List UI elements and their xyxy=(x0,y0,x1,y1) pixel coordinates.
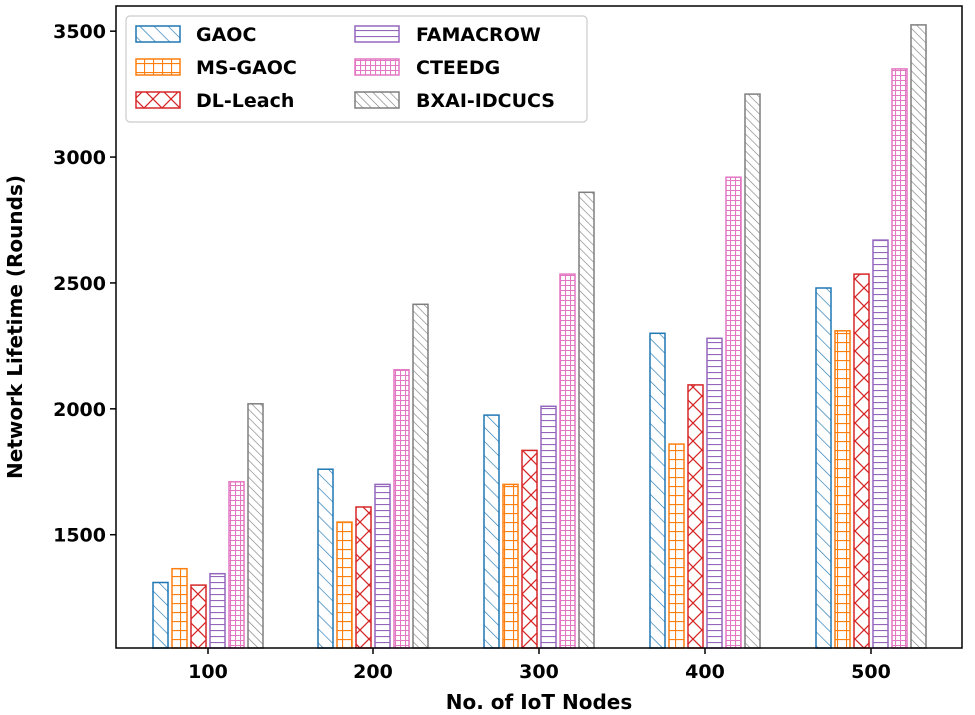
bar-bxai-idcucs-400 xyxy=(744,93,761,649)
x-tick-label: 300 xyxy=(519,661,559,683)
bar-cteedg-300 xyxy=(559,273,576,649)
bar-gaoc-100 xyxy=(152,581,169,649)
bar-cteedg-100 xyxy=(228,481,245,649)
legend-label-cteedg: CTEEDG xyxy=(416,57,500,79)
legend-label-dl-leach: DL-Leach xyxy=(196,90,294,112)
legend-swatch-famacrow xyxy=(354,25,400,43)
bar-famacrow-100 xyxy=(209,572,226,649)
legend-swatch-gaoc xyxy=(135,25,181,43)
x-axis-title: No. of IoT Nodes xyxy=(446,690,633,714)
x-tick-label: 200 xyxy=(353,661,393,683)
y-tick-label: 3500 xyxy=(53,21,106,43)
bar-famacrow-400 xyxy=(706,337,723,649)
bar-bxai-idcucs-500 xyxy=(910,24,927,649)
y-tick-label: 1500 xyxy=(53,525,106,547)
bar-cteedg-200 xyxy=(393,369,410,649)
x-tick-label: 400 xyxy=(685,661,725,683)
bar-cteedg-500 xyxy=(891,68,908,649)
bars-group xyxy=(152,24,927,649)
bar-bxai-idcucs-200 xyxy=(412,303,429,649)
legend-swatch-cteedg xyxy=(354,58,400,76)
y-tick-label: 3000 xyxy=(53,147,106,169)
legend-swatch-bxai-idcucs xyxy=(354,91,400,109)
legend-label-bxai-idcucs: BXAI-IDCUCS xyxy=(416,90,555,112)
bar-famacrow-500 xyxy=(872,239,889,649)
bar-ms-gaoc-300 xyxy=(502,483,519,649)
bar-dl-leach-500 xyxy=(853,273,870,649)
bar-dl-leach-300 xyxy=(521,449,538,649)
bar-ms-gaoc-500 xyxy=(834,330,851,649)
legend-swatch-dl-leach xyxy=(135,91,181,109)
legend-label-ms-gaoc: MS-GAOC xyxy=(196,57,297,79)
legend-swatch-ms-gaoc xyxy=(135,58,181,76)
legend-label-gaoc: GAOC xyxy=(196,24,256,46)
bar-bxai-idcucs-300 xyxy=(578,191,595,649)
y-tick-label: 2500 xyxy=(53,273,106,295)
legend: GAOC MS-GAOC DL-Leach FAMACROW CTEEDG BXAI-ID… xyxy=(125,15,588,123)
x-axis: 100 200 300 400 500 xyxy=(188,648,891,683)
bar-dl-leach-400 xyxy=(687,384,704,649)
bar-bxai-idcucs-100 xyxy=(247,403,264,649)
bar-gaoc-400 xyxy=(649,332,666,649)
bar-famacrow-300 xyxy=(540,405,557,649)
y-axis-title: Network Lifetime (Rounds) xyxy=(3,175,27,479)
y-axis: 1500 2000 2500 3000 3500 xyxy=(53,21,116,547)
bar-ms-gaoc-200 xyxy=(336,521,353,649)
bar-gaoc-200 xyxy=(317,468,334,649)
bar-ms-gaoc-400 xyxy=(668,443,685,649)
x-tick-label: 100 xyxy=(188,661,228,683)
y-tick-label: 2000 xyxy=(53,399,106,421)
x-tick-label: 500 xyxy=(851,661,891,683)
bar-dl-leach-200 xyxy=(355,506,372,649)
bar-gaoc-300 xyxy=(483,414,500,649)
bar-gaoc-500 xyxy=(815,287,832,649)
legend-label-famacrow: FAMACROW xyxy=(416,24,541,46)
bar-cteedg-400 xyxy=(725,176,742,649)
bar-famacrow-200 xyxy=(374,483,391,649)
bar-dl-leach-100 xyxy=(190,584,207,649)
bar-ms-gaoc-100 xyxy=(171,567,188,649)
